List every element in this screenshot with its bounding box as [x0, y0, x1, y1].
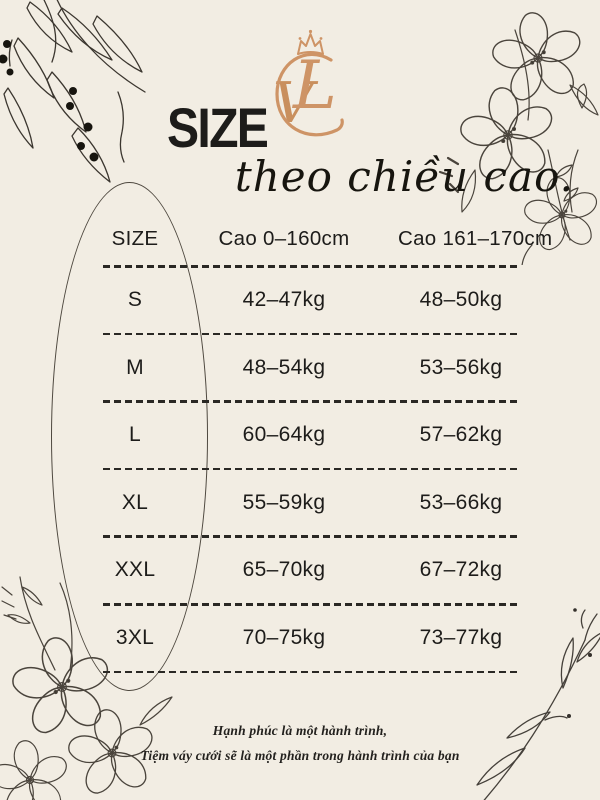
row-divider [103, 265, 517, 268]
weight-cell-161-170: 48–50kg [419, 288, 503, 312]
monogram-letter-v: V [273, 71, 319, 136]
size-cell: M [126, 355, 144, 379]
size-cell: XXL [114, 558, 156, 582]
berry-dots [0, 40, 99, 162]
size-cell: 3XL [115, 626, 155, 650]
row-divider [103, 400, 517, 403]
table-row: XL 55–59kg 53–66kg [90, 470, 534, 535]
row-divider [103, 670, 517, 674]
table-row: 3XL 70–75kg 73–77kg [90, 606, 534, 671]
flower [488, 12, 585, 106]
weight-cell-161-170: 53–66kg [419, 490, 503, 514]
column-header-height-161-170: Cao 161–170cm [398, 227, 553, 250]
top-left-leaf-branch-decoration [0, 0, 175, 200]
weight-cell-161-170: 73–77kg [419, 626, 503, 650]
size-table: SIZE Cao 0–160cm Cao 161–170cm S 42–47kg… [90, 213, 552, 674]
weight-cell-0-160: 65–70kg [242, 558, 326, 582]
table-row: XXL 65–70kg 67–72kg [90, 538, 534, 603]
weight-cell-0-160: 42–47kg [242, 288, 326, 312]
size-cell: L [129, 423, 141, 447]
table-row: M 48–54kg 53–56kg [90, 335, 534, 400]
weight-cell-0-160: 48–54kg [242, 355, 326, 379]
weight-cell-161-170: 53–56kg [419, 355, 503, 379]
table-row: L 60–64kg 57–62kg [90, 403, 534, 468]
column-header-size: SIZE [111, 227, 159, 250]
row-divider [103, 535, 517, 538]
crown-icon [297, 33, 324, 55]
weight-cell-0-160: 55–59kg [242, 490, 326, 514]
weight-cell-0-160: 70–75kg [242, 626, 326, 650]
table-header-row: SIZE Cao 0–160cm Cao 161–170cm [90, 213, 552, 265]
size-cell: XL [121, 490, 149, 514]
row-divider [103, 467, 517, 471]
footer-quote-line-2: Tiệm váy cưới sẽ là một phần trong hành … [140, 748, 460, 763]
weight-cell-161-170: 57–62kg [419, 423, 503, 447]
monogram-c-swash [275, 52, 344, 137]
footer-quote-line-1: Hạnh phúc là một hành trình, [212, 723, 388, 738]
table-row: S 42–47kg 48–50kg [90, 268, 534, 333]
row-divider [103, 602, 517, 606]
brand-monogram-logo: V L [273, 29, 344, 137]
row-divider [103, 332, 517, 336]
flower-bud [577, 84, 586, 108]
page-subtitle: theo chiều cao. [234, 152, 574, 201]
size-cell: S [127, 288, 143, 312]
footer-quote: Hạnh phúc là một hành trình, Tiệm váy cư… [0, 718, 600, 768]
weight-cell-0-160: 60–64kg [242, 423, 326, 447]
page-title: SIZE [167, 96, 269, 159]
column-header-height-0-160: Cao 0–160cm [218, 227, 350, 250]
weight-cell-161-170: 67–72kg [419, 558, 503, 582]
